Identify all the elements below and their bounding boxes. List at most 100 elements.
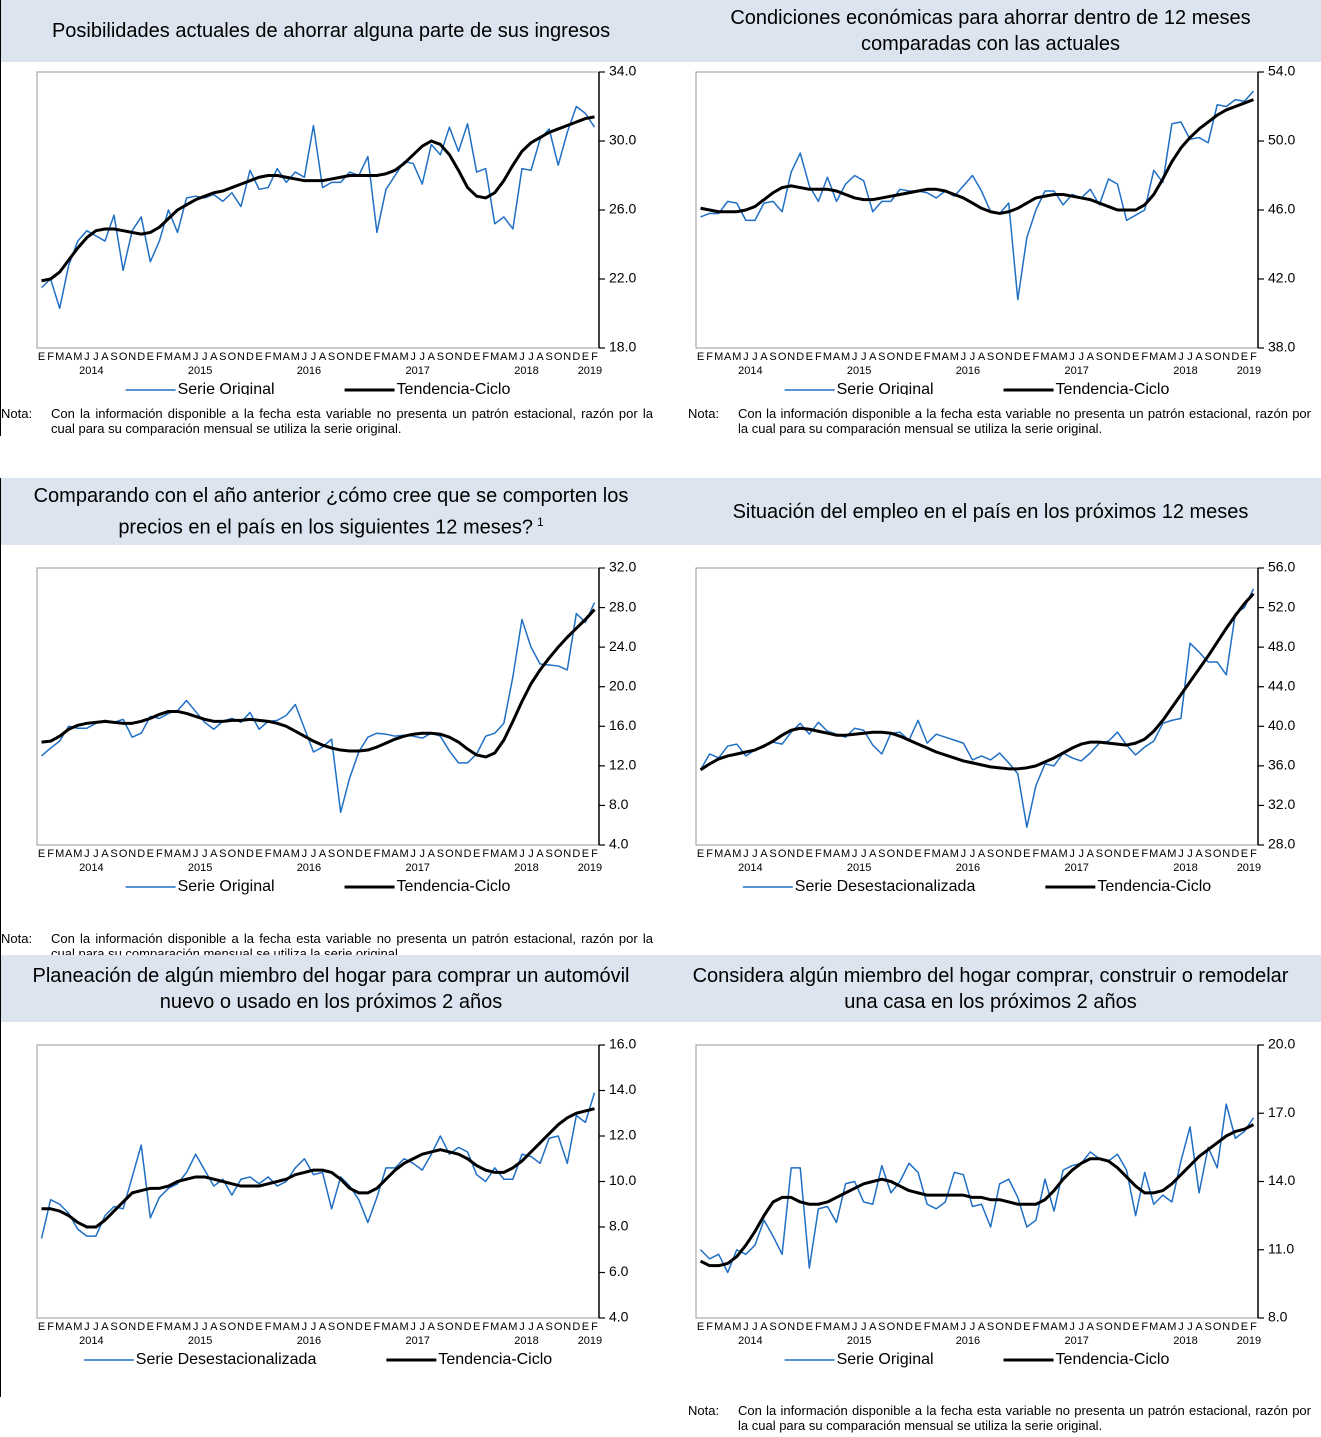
x-tick-label: O (228, 1321, 237, 1333)
x-tick-label: O (995, 1321, 1004, 1333)
year-label: 2016 (297, 365, 321, 377)
x-tick-label: M (73, 1321, 82, 1333)
x-tick-label: A (283, 848, 291, 860)
note-label: Nota: (1, 931, 33, 946)
x-tick-label: E (1241, 1321, 1248, 1333)
chart-panel: Condiciones económicas para ahorrar dent… (660, 0, 1321, 436)
x-tick-label: A (101, 351, 109, 363)
x-tick-label: S (110, 848, 117, 860)
x-tick-label: D (1231, 351, 1239, 363)
x-tick-label: O (228, 848, 237, 860)
y-tick-label: 32.0 (609, 559, 636, 575)
x-tick-label: A (1087, 351, 1095, 363)
x-tick-label: E (364, 351, 371, 363)
x-tick-label: F (1250, 1321, 1257, 1333)
year-label: 2015 (188, 1335, 212, 1347)
x-tick-label: S (878, 848, 885, 860)
x-tick-label: D (246, 351, 254, 363)
y-tick-label: 8.0 (609, 1218, 629, 1234)
year-label: 2017 (1064, 862, 1088, 874)
x-tick-label: E (697, 848, 704, 860)
chart-panel: Posibilidades actuales de ahorrar alguna… (0, 0, 661, 436)
legend-label: Serie Original (837, 381, 934, 395)
x-tick-label: A (174, 848, 182, 860)
x-tick-label: A (1195, 848, 1203, 860)
x-tick-label: J (519, 351, 525, 363)
x-tick-label: M (823, 351, 832, 363)
x-tick-label: A (319, 351, 327, 363)
x-tick-label: M (950, 1321, 959, 1333)
chart-panel: Planeación de algún miembro del hogar pa… (0, 955, 661, 1397)
x-tick-label: M (490, 1321, 499, 1333)
y-tick-label: 10.0 (609, 1172, 636, 1188)
trend-line (699, 592, 1255, 772)
x-tick-label: S (1096, 1321, 1103, 1333)
x-tick-label: M (381, 848, 390, 860)
x-tick-label: E (806, 351, 813, 363)
x-tick-label: O (119, 1321, 128, 1333)
x-tick-label: E (914, 848, 921, 860)
original-line (40, 1092, 596, 1239)
x-tick-label: D (1014, 848, 1022, 860)
x-tick-label: A (869, 351, 877, 363)
x-tick-label: S (878, 1321, 885, 1333)
x-tick-label: F (1250, 351, 1257, 363)
x-tick-label: O (336, 351, 345, 363)
trend-line (41, 115, 595, 283)
year-label: 2016 (956, 862, 980, 874)
x-tick-label: F (482, 351, 489, 363)
x-tick-label: A (174, 351, 182, 363)
x-tick-label: J (861, 1321, 867, 1333)
year-label: 2019 (1237, 1335, 1261, 1347)
x-tick-label: M (508, 1321, 517, 1333)
x-tick-label: S (1096, 848, 1103, 860)
x-tick-label: D (796, 848, 804, 860)
x-tick-label: J (852, 1321, 858, 1333)
original-line (700, 90, 1255, 301)
x-tick-label: O (1104, 1321, 1113, 1333)
x-tick-label: S (110, 1321, 117, 1333)
x-tick-label: N (1114, 1321, 1122, 1333)
x-tick-label: E (38, 1321, 45, 1333)
x-tick-label: J (302, 1321, 308, 1333)
x-tick-label: E (914, 1321, 921, 1333)
chart: 18.022.026.030.034.0E F M A M J J A S O N D E F M A M J J A… (36, 63, 636, 398)
x-tick-label: J (202, 351, 208, 363)
legend-label: Tendencia-Ciclo (1056, 1351, 1170, 1368)
chart: 28.032.036.040.044.048.052.056.0E F M A M J J A… (695, 559, 1295, 895)
x-tick-label: M (1167, 848, 1176, 860)
x-tick-label: J (743, 351, 749, 363)
x-tick-label: E (38, 848, 45, 860)
x-tick-label: N (346, 1321, 354, 1333)
x-tick-label: F (47, 351, 54, 363)
x-tick-label: A (210, 351, 218, 363)
x-tick-label: J (93, 351, 99, 363)
x-tick-label: O (445, 1321, 454, 1333)
x-tick-label: M (508, 848, 517, 860)
x-tick-label: S (987, 351, 994, 363)
x-tick-label: F (815, 848, 822, 860)
x-tick-label: F (1033, 351, 1040, 363)
x-tick-label: J (1187, 351, 1193, 363)
year-label: 2014 (79, 1335, 103, 1347)
x-tick-label: F (591, 1321, 598, 1333)
x-tick-label: O (445, 848, 454, 860)
x-tick-label: A (724, 848, 732, 860)
x-tick-label: N (237, 1321, 245, 1333)
x-tick-label: A (428, 848, 436, 860)
x-tick-label: J (961, 1321, 967, 1333)
x-tick-label: F (265, 1321, 272, 1333)
y-tick-label: 11.0 (1268, 1240, 1294, 1256)
x-tick-label: J (1178, 848, 1184, 860)
x-tick-label: M (1167, 351, 1176, 363)
x-tick-label: N (237, 351, 245, 363)
x-tick-label: A (536, 1321, 544, 1333)
x-tick-label: J (528, 848, 534, 860)
x-tick-label: F (156, 848, 163, 860)
x-tick-label: J (419, 351, 425, 363)
y-tick-label: 30.0 (609, 132, 636, 148)
x-tick-label: J (1178, 351, 1184, 363)
x-tick-label: O (887, 848, 896, 860)
x-tick-label: F (706, 351, 713, 363)
